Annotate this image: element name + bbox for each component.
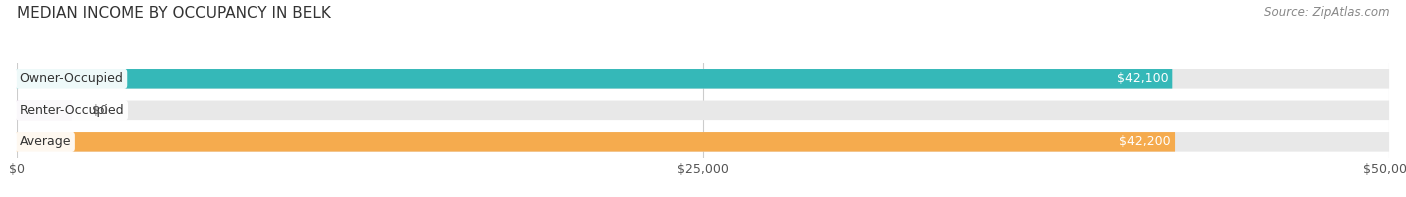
FancyBboxPatch shape xyxy=(17,100,1389,120)
Text: MEDIAN INCOME BY OCCUPANCY IN BELK: MEDIAN INCOME BY OCCUPANCY IN BELK xyxy=(17,6,330,21)
Text: Renter-Occupied: Renter-Occupied xyxy=(20,104,124,117)
Text: Average: Average xyxy=(20,135,72,148)
Text: $0: $0 xyxy=(93,104,108,117)
Text: Owner-Occupied: Owner-Occupied xyxy=(20,72,124,85)
FancyBboxPatch shape xyxy=(17,100,72,120)
FancyBboxPatch shape xyxy=(17,132,1175,152)
Text: $42,100: $42,100 xyxy=(1116,72,1168,85)
Text: $42,200: $42,200 xyxy=(1119,135,1171,148)
FancyBboxPatch shape xyxy=(17,132,1389,152)
FancyBboxPatch shape xyxy=(17,69,1389,89)
Text: Source: ZipAtlas.com: Source: ZipAtlas.com xyxy=(1264,6,1389,19)
FancyBboxPatch shape xyxy=(17,69,1173,89)
